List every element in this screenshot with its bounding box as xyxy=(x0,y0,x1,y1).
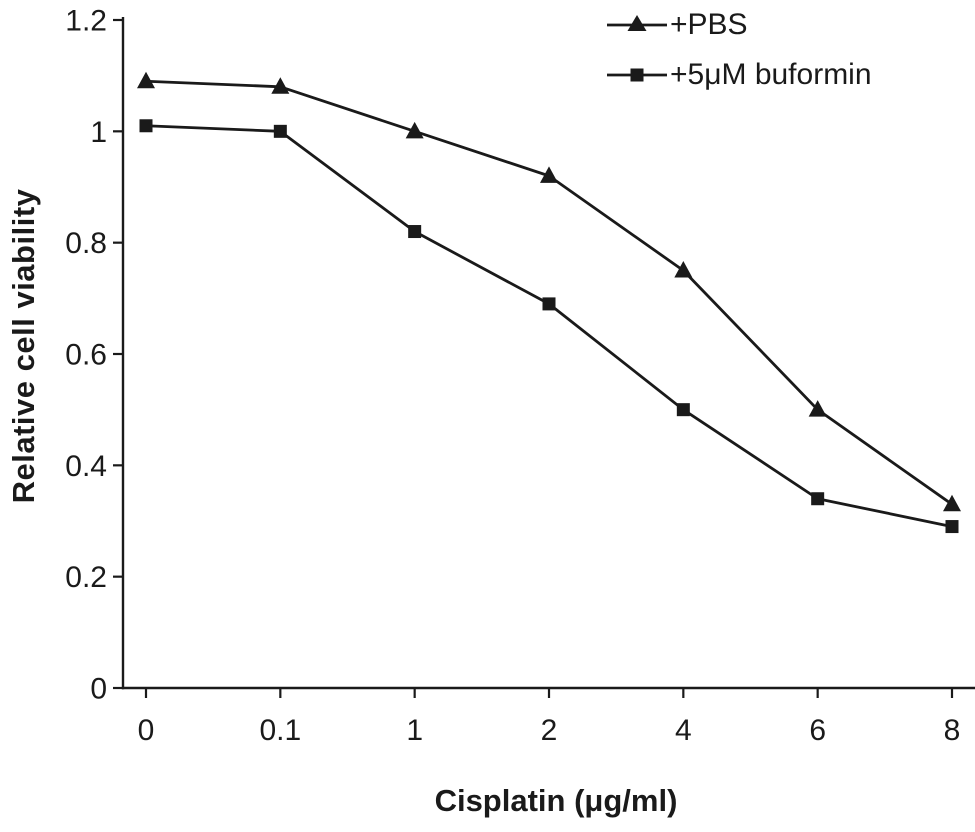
square-data-marker xyxy=(273,124,287,138)
square-data-marker xyxy=(542,297,556,311)
legend-label-pbs: +PBS xyxy=(670,8,748,41)
legend-entry-buformin: +5μM buformin xyxy=(606,58,872,92)
x-tick-label: 8 xyxy=(944,714,961,747)
x-tick-label: 1 xyxy=(406,714,423,747)
series-pbs xyxy=(137,71,961,512)
triangle-data-marker xyxy=(540,166,558,183)
axes xyxy=(121,17,975,690)
square-data-marker xyxy=(676,403,690,417)
series-buformin xyxy=(139,119,959,534)
y-tick-label: 0.6 xyxy=(65,339,107,372)
y-tick-label: 1 xyxy=(90,116,107,149)
triangle-data-marker xyxy=(271,77,290,94)
y-tick-label: 0.4 xyxy=(65,450,107,483)
square-data-marker xyxy=(408,225,422,239)
x-axis-ticks: 0 0.1 1 2 4 6 8 xyxy=(138,688,961,747)
triangle-data-marker xyxy=(674,261,693,278)
triangle-data-marker xyxy=(137,71,155,89)
x-tick-label: 6 xyxy=(809,714,826,747)
y-tick-label: 0 xyxy=(90,673,107,706)
square-data-marker xyxy=(945,520,959,534)
square-data-marker xyxy=(139,119,153,133)
square-data-marker xyxy=(811,492,825,506)
x-tick-label: 4 xyxy=(675,714,692,747)
legend-label-buformin: +5μM buformin xyxy=(670,58,872,91)
y-tick-label: 0.2 xyxy=(65,561,107,594)
y-axis-ticks: 0 0.2 0.4 0.6 0.8 1 1.2 xyxy=(65,5,123,706)
y-tick-label: 0.8 xyxy=(65,227,107,260)
y-tick-label: 1.2 xyxy=(65,5,107,38)
x-tick-label: 0 xyxy=(138,714,155,747)
legend-entry-pbs: +PBS xyxy=(606,8,872,42)
triangle-data-marker xyxy=(808,400,827,417)
triangle-data-marker xyxy=(405,121,424,139)
x-tick-label: 2 xyxy=(541,714,558,747)
y-axis-title: Relative cell viability xyxy=(6,188,41,504)
x-axis-title: Cisplatin (μg/ml) xyxy=(434,783,678,818)
chart-legend: +PBS +5μM buformin xyxy=(606,8,872,92)
square-marker-icon xyxy=(606,60,668,90)
triangle-data-marker xyxy=(943,494,961,512)
x-tick-label: 0.1 xyxy=(259,714,301,747)
triangle-marker-icon xyxy=(606,10,668,40)
